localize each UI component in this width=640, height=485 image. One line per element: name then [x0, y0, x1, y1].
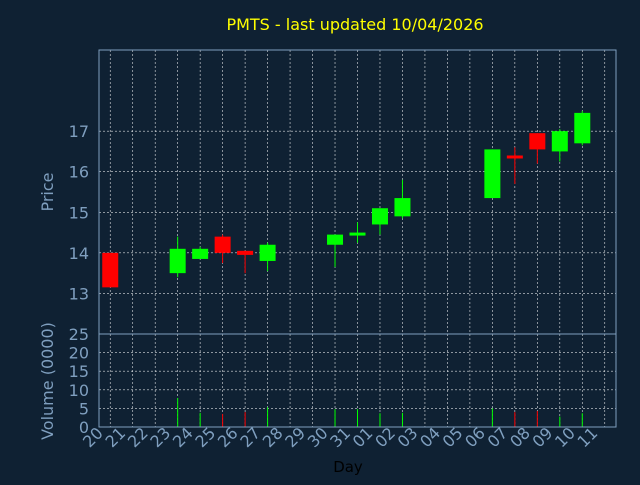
candle-body	[371, 208, 388, 225]
candle-body	[192, 248, 209, 259]
volume-tick-label: 0	[79, 418, 89, 437]
price-grid	[99, 50, 616, 334]
candle-body	[214, 236, 231, 253]
volume-tick-label: 5	[79, 399, 89, 418]
price-axis-label: Price	[38, 172, 57, 211]
volume-tick-label: 10	[69, 381, 89, 400]
price-tick-label: 17	[69, 122, 89, 141]
chart-title: PMTS - last updated 10/04/2026	[226, 15, 483, 34]
day-tick-label: 11	[574, 423, 602, 451]
candle-body	[259, 244, 276, 261]
candle-body	[394, 198, 411, 217]
price-tick-label: 13	[69, 284, 89, 303]
candles	[102, 110, 591, 288]
price-tick-label: 14	[69, 244, 89, 263]
candle-body	[169, 248, 186, 274]
candle-body	[102, 252, 119, 288]
price-tick-label: 15	[69, 203, 89, 222]
candle-body	[574, 112, 591, 144]
candle-body	[327, 234, 344, 245]
volume-axis-label: Volume (0000)	[38, 322, 57, 440]
price-tick-label: 16	[69, 163, 89, 182]
candle-body	[551, 131, 568, 152]
volume-bars	[177, 397, 583, 427]
candle-body	[484, 149, 501, 199]
volume-tick-label: 25	[69, 325, 89, 344]
plot-frame	[98, 49, 617, 428]
axes	[98, 49, 617, 428]
candle-body	[349, 232, 366, 236]
candle-body	[237, 250, 254, 255]
day-axis-label: Day	[333, 458, 363, 476]
candle-body	[529, 133, 546, 150]
candle-body	[506, 155, 523, 159]
volume-tick-label: 15	[69, 362, 89, 381]
volume-tick-label: 20	[69, 344, 89, 363]
